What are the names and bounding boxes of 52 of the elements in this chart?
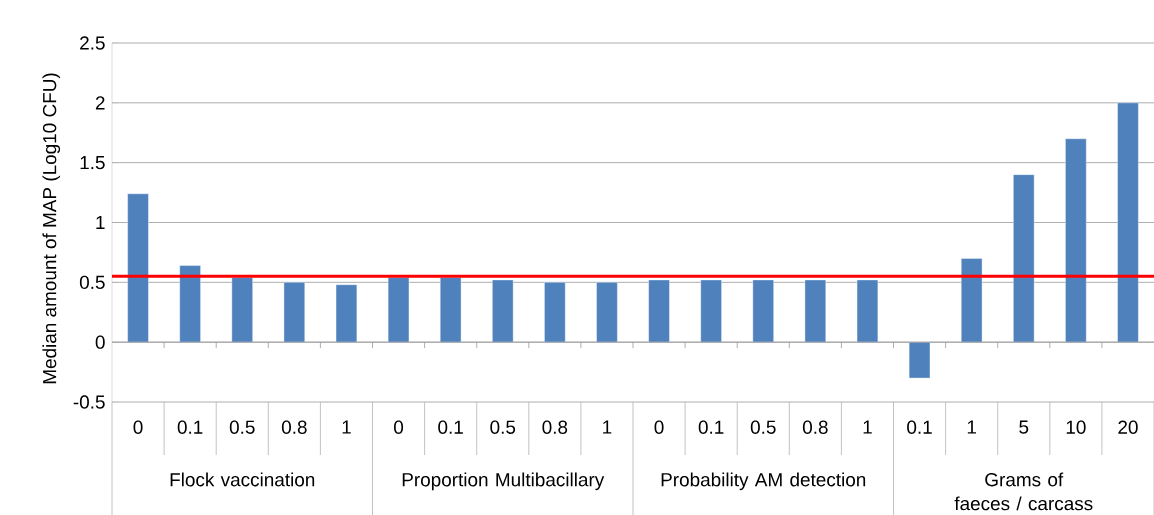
bar (335, 284, 358, 343)
bar (283, 282, 305, 343)
y-tick-label: 0.5 (79, 275, 105, 290)
x-tick-label: 5 (1019, 420, 1029, 434)
x-tick-label: 0 (654, 420, 664, 434)
y-axis-title: Median amount of MAP (Log10 CFU) (42, 73, 61, 384)
y-tick-label: 1 (96, 215, 105, 230)
x-tick-label: 1 (967, 420, 976, 434)
bar (700, 279, 722, 343)
x-tick-label: 0.1 (438, 420, 463, 434)
y-tick-label: 1.5 (80, 156, 105, 170)
text: Grams of faeces / carcass (954, 472, 1093, 511)
x-tick-label: 0 (394, 420, 404, 434)
bar (596, 282, 618, 343)
text: Flock vaccination (170, 472, 315, 487)
y-tick-label: 0 (95, 335, 105, 349)
x-tick-label: 0.8 (802, 420, 828, 434)
bar (492, 279, 514, 343)
bar (387, 277, 410, 343)
bar (440, 277, 462, 343)
x-tick-label: 0.5 (750, 420, 776, 434)
x-tick-label: 0.1 (698, 420, 724, 434)
bar (908, 341, 931, 379)
x-tick-label: 10 (1066, 420, 1086, 434)
x-tick-label: 0.1 (907, 420, 932, 434)
x-tick-label: 0.1 (177, 420, 203, 434)
bar (1117, 102, 1139, 343)
bar (856, 279, 879, 343)
bar (179, 265, 201, 343)
x-tick-label: 0.5 (229, 420, 255, 434)
bar (1013, 174, 1035, 343)
bar (231, 277, 253, 343)
y-tick-label: 2 (95, 96, 105, 110)
x-tick-label: 1 (603, 420, 612, 434)
x-tick-label: 0.8 (542, 420, 568, 434)
y-tick-label: -0.5 (73, 395, 105, 409)
x-tick-label: 1 (342, 420, 351, 434)
x-tick-label: 0 (133, 420, 143, 434)
x-tick-label: 0.5 (490, 420, 516, 434)
bar (804, 279, 826, 343)
bar (544, 282, 566, 343)
x-tick-label: 0.8 (281, 420, 307, 434)
text: Proportion Multibacillary (402, 472, 605, 491)
x-tick-label: 20 (1118, 420, 1138, 434)
bar (752, 279, 774, 343)
text: Probability AM detection (661, 472, 866, 491)
x-tick-label: 1 (863, 420, 872, 434)
bar (127, 193, 149, 343)
bar (961, 258, 983, 343)
y-tick-label: 2.5 (80, 36, 105, 50)
bar (648, 279, 670, 343)
bar (1065, 138, 1087, 343)
